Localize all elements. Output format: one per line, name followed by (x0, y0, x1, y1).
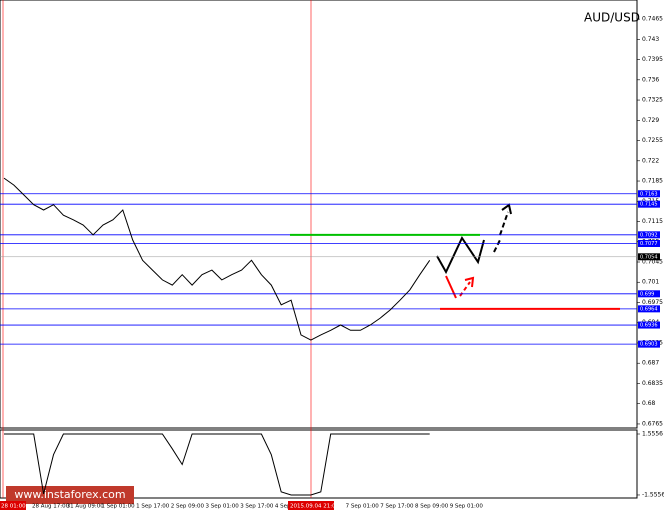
watermark-box (6, 486, 134, 504)
y-tick-label: 0.6835 (642, 380, 663, 387)
level-tag (638, 200, 660, 208)
y-tick-label: 0.7185 (642, 178, 663, 185)
last-price-label: 0.7054 (640, 254, 658, 260)
x-tick-label: 28 Aug 17:00 (32, 504, 70, 510)
level-tag (638, 340, 660, 348)
start-label: 28 01:00 (1, 504, 26, 510)
red-arrow (445, 275, 457, 299)
x-tick-label: 9 Sep 01:00 (450, 504, 484, 510)
y-tick-label: 1.5556 (642, 431, 663, 438)
level-label: 0.6903 (640, 342, 658, 348)
y-tick-label: 0.7045 (642, 259, 663, 266)
level-tag (638, 321, 660, 329)
y-tick-label: 0.722 (642, 157, 659, 164)
y-tick-label: -1.5556 (642, 491, 664, 498)
forecast-path (436, 235, 485, 275)
forecast-dashed (499, 211, 509, 236)
y-tick-label: 0.6765 (642, 420, 663, 427)
x-tick-label: 2 Sep 09:00 (171, 504, 205, 510)
level-label: 0.6964 (640, 306, 658, 312)
level-tag (638, 231, 660, 239)
x-tick-label: 3 Sep 01:00 (206, 504, 240, 510)
level-label: 0.7092 (640, 232, 658, 238)
y-tick-label: 0.6975 (642, 299, 663, 306)
y-tick-label: 0.7325 (642, 97, 663, 104)
price-line (3, 177, 431, 341)
chart-title: AUD/USD (584, 11, 640, 25)
red-arrow-head (464, 276, 475, 288)
y-tick-label: 0.7395 (642, 56, 663, 63)
level-tag (638, 290, 660, 298)
y-tick-label: 0.7115 (642, 218, 663, 225)
last-price-tag (638, 253, 660, 261)
x-tick-label: 1 Sep 17:00 (136, 504, 170, 510)
x-tick-label: 7 Sep 17:00 (380, 504, 414, 510)
x-tick-label: 7 Sep 01:00 (346, 504, 380, 510)
x-tick-label: 3 Sep 17:00 (240, 504, 274, 510)
y-tick-label: 0.736 (642, 76, 659, 83)
level-label: 0.699 (640, 291, 654, 297)
level-label: 0.6936 (640, 323, 658, 329)
level-label: 0.7077 (640, 241, 658, 247)
start-label-bg (0, 501, 26, 510)
y-tick-label: 0.687 (642, 360, 659, 367)
cursor-label: 2015.09.04 21:00 (290, 504, 340, 510)
y-tick-label: 0.68 (642, 400, 656, 407)
main-panel (0, 0, 638, 429)
level-tag (638, 190, 660, 198)
y-tick-label: 0.743 (642, 36, 659, 43)
y-tick-label: 0.701 (642, 279, 659, 286)
level-label: 0.7145 (640, 202, 658, 208)
y-tick-label: 0.7255 (642, 137, 663, 144)
price-line (4, 433, 430, 496)
forecast-dashed (493, 239, 501, 253)
x-tick-label: 1 Sep 01:00 (101, 504, 135, 510)
watermark: www.instaforex.com (14, 488, 125, 501)
arrow-head (501, 203, 512, 215)
level-label: 0.7163 (640, 191, 658, 197)
cursor-label-bg (288, 501, 334, 510)
level-tag (638, 305, 660, 313)
y-tick-label: 0.729 (642, 117, 659, 124)
x-tick-label: 31 Aug 09:00 (67, 504, 105, 510)
x-tick-label: 8 Sep 09:00 (415, 504, 449, 510)
level-tag (638, 239, 660, 247)
y-tick-label: 0.7465 (642, 16, 663, 23)
